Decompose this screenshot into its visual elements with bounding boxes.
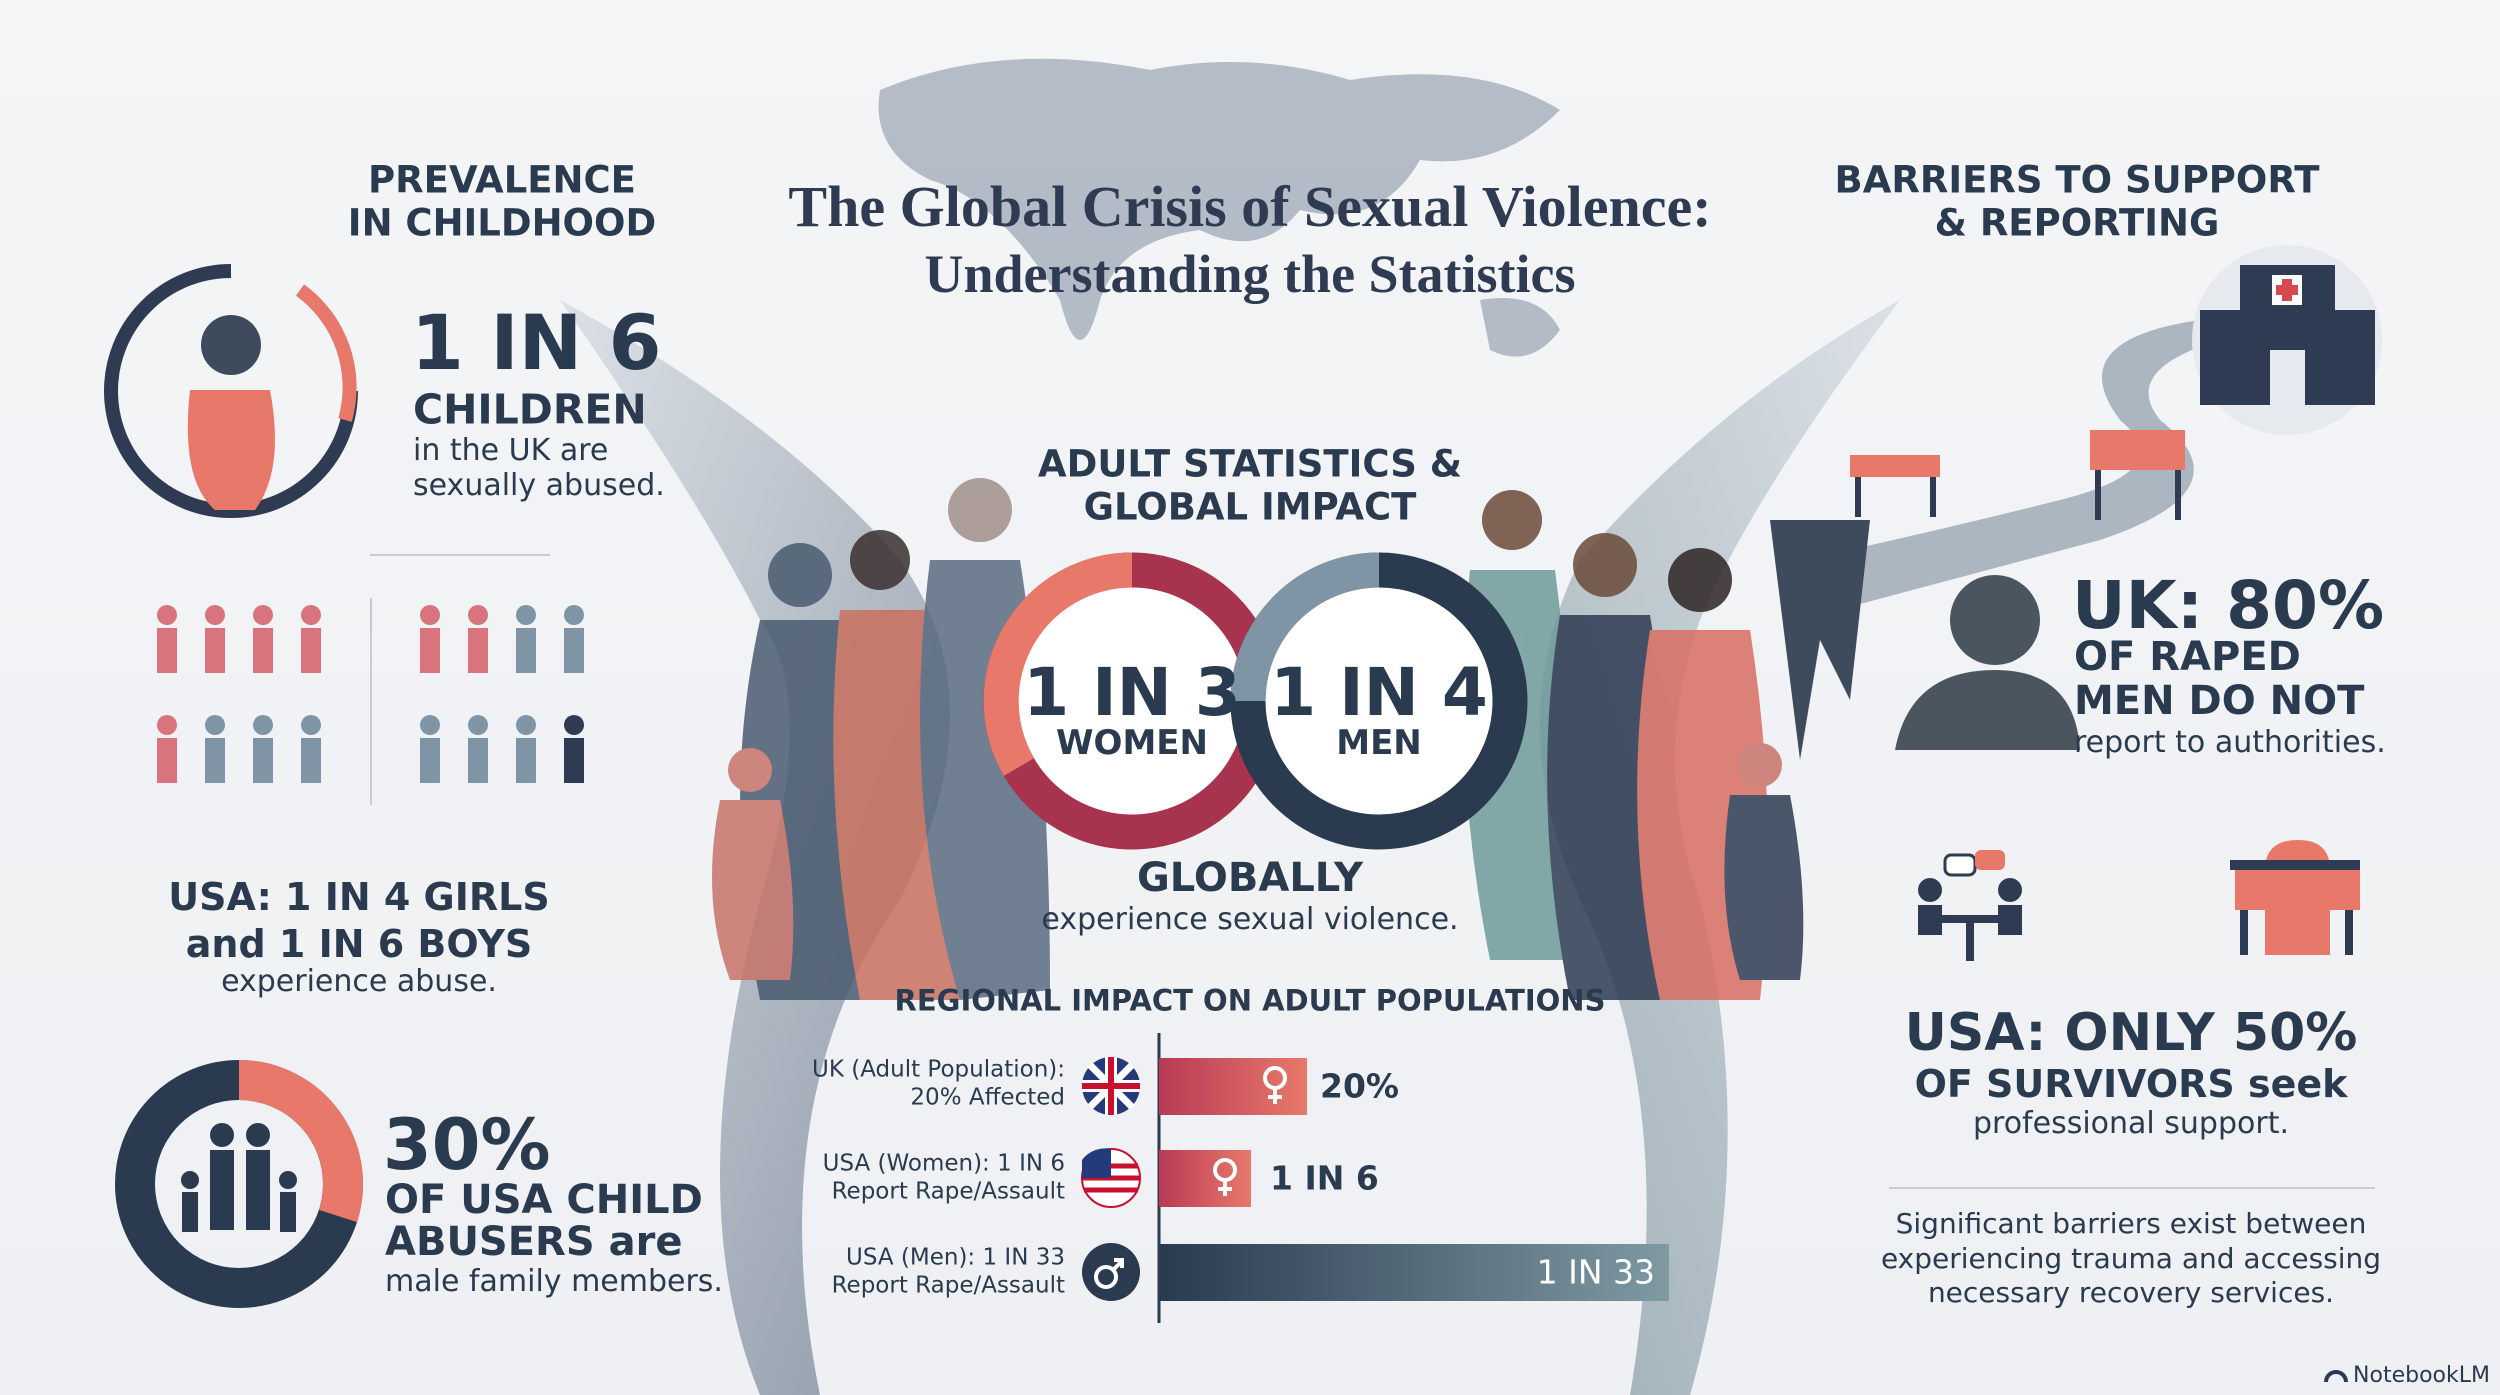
men-ring: [1230, 552, 1528, 850]
title: The Global Crisis of Sexual Violence:: [788, 174, 1712, 239]
brand: NotebookLM: [2353, 1363, 2490, 1388]
stat-label: CHILDREN: [413, 385, 647, 434]
bar: [1159, 1150, 1251, 1207]
row-value: 1 IN 6: [1270, 1158, 1379, 1198]
barrier-icon: [1850, 430, 2360, 955]
stat-label: and 1 IN 6 BOYS: [185, 922, 533, 966]
caption: report to authorities.: [2074, 725, 2386, 760]
people-right: [1463, 490, 1804, 1000]
stat-label: ABUSERS are: [385, 1219, 683, 1265]
ring-label: MEN: [1336, 723, 1422, 763]
hospital-icon: [2192, 245, 2382, 435]
note: experiencing trauma and accessing: [1880, 1242, 2382, 1275]
caption: in the UK are: [413, 433, 609, 468]
stat: 1 IN 6: [411, 298, 662, 387]
ring-stat: 1 IN 4: [1270, 654, 1488, 731]
family-donut: [115, 1060, 364, 1308]
stat: 30%: [383, 1104, 551, 1186]
cliff: [1770, 520, 1870, 760]
stat-label: OF SURVIVORS seek: [1914, 1062, 2348, 1106]
caption: experience sexual violence.: [1041, 902, 1459, 937]
row-label: USA (Men): 1 IN 33: [846, 1244, 1065, 1271]
row-value: 1 IN 33: [1536, 1252, 1655, 1292]
flow-shape: [560, 300, 950, 1395]
world-map: [1480, 298, 1560, 357]
caption: male family members.: [385, 1264, 723, 1299]
child-icon: [104, 264, 358, 518]
flag-icons: [1081, 1057, 1141, 1301]
title: Understanding the Statistics: [924, 244, 1576, 304]
figure-grid: [157, 605, 584, 783]
silhouette: [1895, 575, 2080, 750]
row-value: 20%: [1320, 1066, 1399, 1106]
section-heading: IN CHILDHOOD: [347, 201, 657, 245]
section-heading: GLOBAL IMPACT: [1083, 485, 1417, 529]
caption: professional support.: [1972, 1106, 2290, 1141]
note: necessary recovery services.: [1927, 1276, 2335, 1309]
section-heading: BARRIERS TO SUPPORT: [1834, 158, 2320, 202]
row-label: 20% Affected: [910, 1084, 1065, 1111]
ring-stat: 1 IN 3: [1023, 654, 1241, 731]
section-heading: ADULT STATISTICS &: [1037, 442, 1463, 486]
bar: [1159, 1244, 1669, 1301]
meeting-icon: [1918, 850, 2022, 961]
brand-icon: [2324, 1370, 2348, 1383]
caption: experience abuse.: [221, 964, 497, 999]
row-label: UK (Adult Population):: [812, 1056, 1065, 1083]
stat-label: OF USA CHILD: [385, 1177, 703, 1223]
road: [1800, 320, 2220, 620]
stat: USA: ONLY 50%: [1904, 1003, 2358, 1063]
row-label: Report Rape/Assault: [831, 1178, 1065, 1205]
bar: [1159, 1058, 1307, 1115]
stat-label: MEN DO NOT: [2074, 678, 2365, 724]
row-label: USA (Women): 1 IN 6: [822, 1150, 1065, 1177]
caption: sexually abused.: [413, 468, 665, 503]
note: Significant barriers exist between: [1895, 1207, 2367, 1240]
section-heading: PREVALENCE: [368, 158, 636, 202]
row-label: Report Rape/Assault: [831, 1272, 1065, 1299]
subheading: REGIONAL IMPACT ON ADULT POPULATIONS: [894, 983, 1606, 1018]
world-map: [878, 58, 1560, 340]
gender-icons: [1213, 1066, 1287, 1196]
stat-label: OF RAPED: [2074, 634, 2301, 680]
stat-label: USA: 1 IN 4 GIRLS: [168, 875, 550, 919]
stat: UK: 80%: [2072, 567, 2385, 644]
stat-label: GLOBALLY: [1136, 855, 1364, 901]
section-heading: & REPORTING: [1934, 201, 2220, 245]
ring-label: WOMEN: [1056, 723, 1208, 763]
